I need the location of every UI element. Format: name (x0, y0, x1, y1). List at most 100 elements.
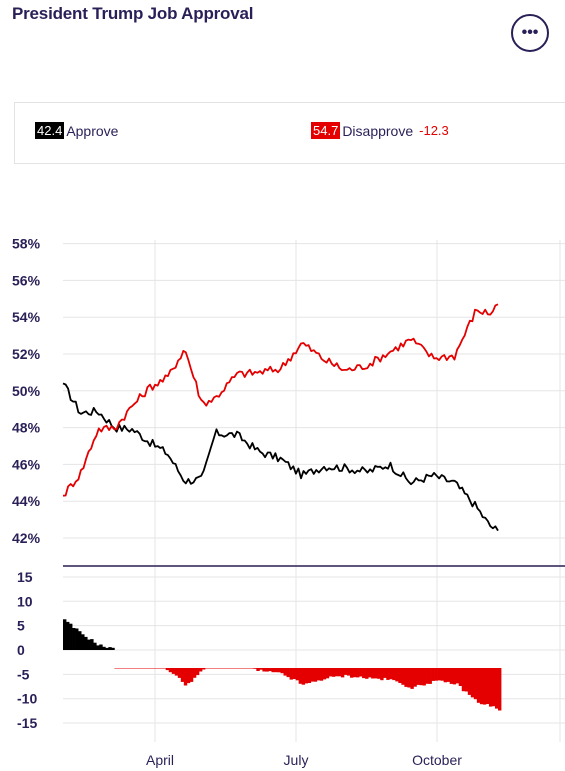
spread-bar (141, 668, 145, 669)
approve-value-badge: 42.4 (35, 122, 65, 139)
spread-bar (353, 668, 357, 678)
spread-bar (135, 668, 139, 669)
y-tick-label: 48% (12, 420, 41, 436)
y-tick-label: 52% (12, 346, 41, 362)
spread-bar (398, 668, 402, 683)
spread-bar (301, 668, 306, 685)
spread-bar (322, 668, 327, 680)
spread-bar (310, 668, 315, 682)
y-tick-label: 56% (12, 272, 41, 288)
spread-bar (389, 668, 393, 680)
spread-bar (99, 644, 103, 650)
page-title: President Trump Job Approval (12, 4, 254, 23)
more-options-button[interactable]: ••• (511, 14, 549, 52)
spread-bar (211, 668, 215, 669)
spread-bar (343, 668, 348, 675)
spread-bar (283, 668, 287, 676)
spread-bar (102, 646, 106, 650)
spread-bar (111, 647, 115, 650)
spread-bar (96, 645, 100, 650)
y-tick-label: 58% (12, 236, 41, 252)
y-tick-label: 42% (12, 530, 41, 546)
spread-bar (63, 619, 67, 650)
legend-approve: 42.4 Approve (35, 122, 118, 139)
spread-bar (78, 631, 82, 650)
spread-bar (298, 668, 303, 684)
spread-bar (114, 668, 118, 669)
spread-bar (443, 668, 448, 683)
spread-bar (464, 668, 469, 692)
spread-bar (87, 639, 91, 650)
spread-bar (147, 668, 151, 669)
spread-bar (123, 668, 127, 669)
spread-bar (265, 668, 269, 672)
spread-bar (138, 668, 142, 669)
spread-bar (316, 668, 321, 681)
y-tick-label: 54% (12, 309, 41, 325)
spread-bar (295, 668, 299, 681)
spread-bar (392, 668, 396, 681)
spread-bar (331, 668, 336, 677)
spread-bar (208, 668, 212, 669)
spread-bar (419, 668, 423, 686)
spread-bar (401, 668, 405, 685)
y-tick-label: -10 (17, 691, 37, 707)
spread-bar (168, 668, 173, 673)
spread-bar (180, 668, 185, 682)
spread-bar (244, 668, 248, 669)
spread-bar (428, 668, 432, 684)
spread-bar (434, 668, 438, 681)
spread-bar (383, 668, 387, 678)
spread-bar (440, 668, 444, 681)
spread-bar (201, 668, 206, 670)
spread-bar (455, 668, 460, 684)
y-tick-label: 46% (12, 456, 41, 472)
spread-bar (271, 668, 275, 673)
y-tick-label: -5 (17, 666, 30, 682)
spread-bar (90, 639, 94, 650)
spread-bar (75, 628, 79, 650)
spread-bar (171, 668, 176, 674)
spread-bar (485, 668, 490, 704)
spread-bar (422, 668, 426, 686)
spread-bar (307, 668, 312, 683)
spread-bar (174, 668, 179, 676)
spread-bar (241, 668, 245, 669)
spread-bar (153, 668, 158, 669)
spread-bar (256, 668, 260, 671)
spread-bar (84, 636, 88, 650)
y-tick-label: -15 (17, 715, 37, 731)
spread-bar (404, 668, 408, 687)
spread-bar (159, 668, 164, 669)
spread-bar (280, 668, 284, 674)
spread-bar (286, 668, 290, 678)
spread-bar (482, 668, 487, 705)
spread-bar (362, 668, 366, 679)
spread-bar (458, 668, 463, 686)
spread-bar (488, 668, 493, 707)
spread-bar (328, 668, 333, 677)
spread-bar (214, 668, 218, 669)
spread-bar (395, 668, 399, 682)
spread-bar (69, 623, 73, 650)
spread-bar (452, 668, 457, 685)
spread-bar (380, 668, 384, 681)
spread-bar (220, 668, 224, 669)
spread-bar (476, 668, 481, 703)
spread-bar (416, 668, 420, 685)
spread-bar (289, 668, 293, 680)
spread-bar (377, 668, 381, 679)
spread-bar (498, 668, 502, 711)
x-tick-label: April (146, 752, 174, 768)
spread-bar (132, 668, 136, 669)
spread-bar (259, 668, 263, 670)
spread-bar (223, 668, 227, 669)
spread-bar (93, 642, 97, 650)
y-tick-label: 5 (17, 618, 25, 634)
spread-bar (253, 668, 257, 669)
spread-bar (437, 668, 441, 681)
spread-bar (359, 668, 363, 677)
spread-bar (334, 668, 339, 677)
spread-bar (120, 668, 124, 669)
